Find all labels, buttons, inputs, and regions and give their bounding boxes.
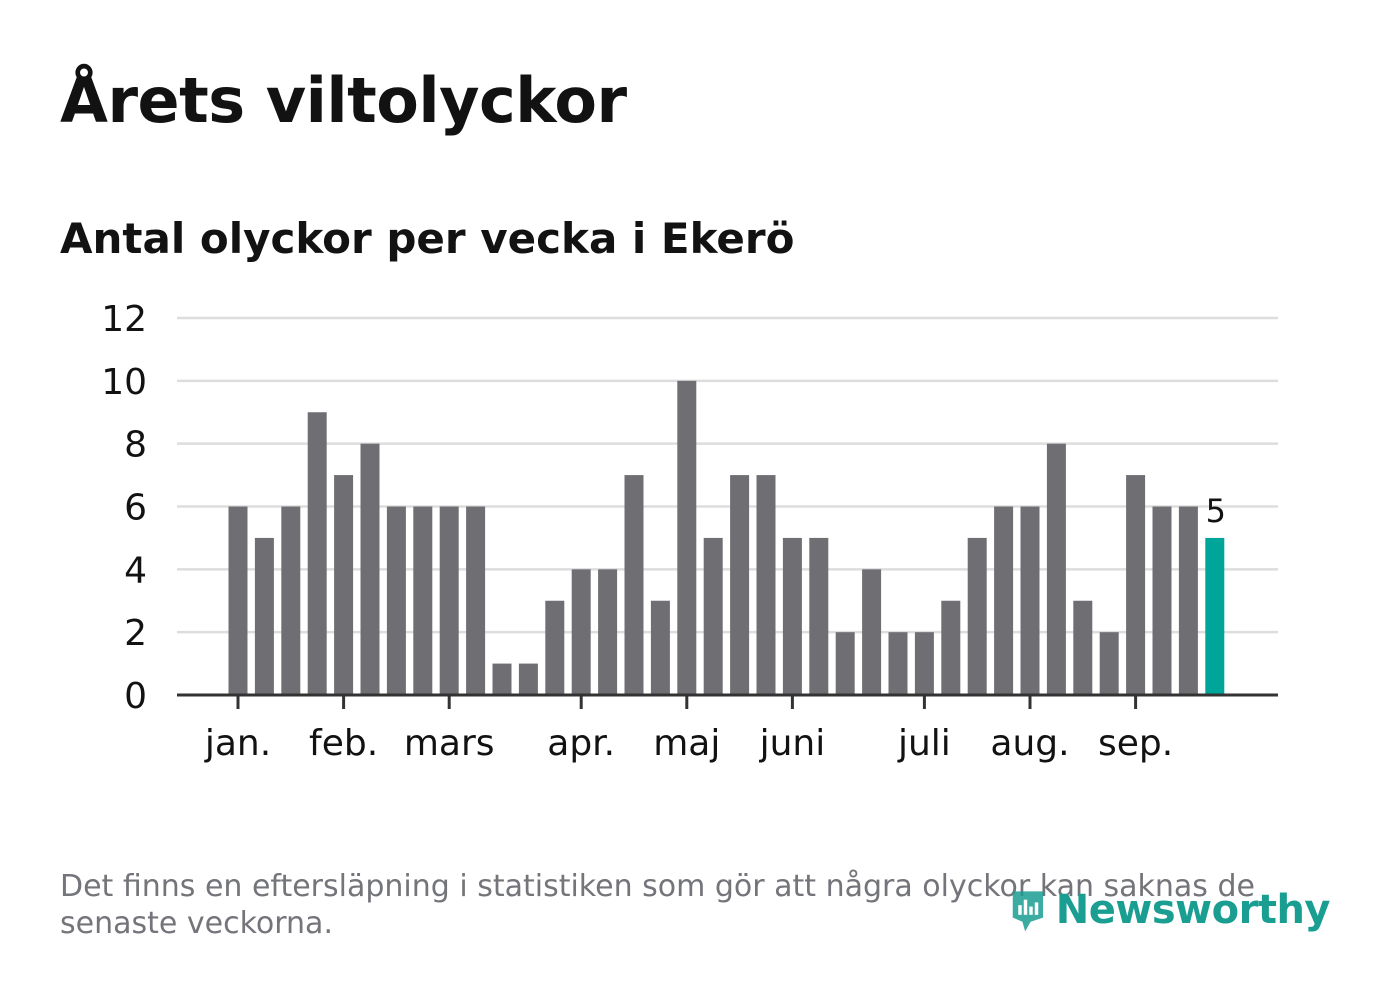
bar <box>624 475 644 695</box>
newsworthy-logo-icon <box>1012 891 1044 932</box>
highlight-value-label: 5 <box>1206 492 1226 530</box>
bar <box>782 537 802 695</box>
y-tick-label: 8 <box>124 425 147 466</box>
bar-chart: 0 2 4 6 8 10 12 jan. feb. mars apr. maj juni juli aug… <box>101 299 1278 764</box>
y-tick-label: 0 <box>124 676 147 717</box>
bar <box>914 632 934 695</box>
bar <box>703 537 723 695</box>
bar <box>413 506 433 695</box>
bar <box>862 569 882 695</box>
x-tick-label: apr. <box>547 723 615 764</box>
bar <box>281 506 301 695</box>
bar <box>809 537 829 695</box>
bar <box>967 537 987 695</box>
bar <box>360 443 380 695</box>
bar <box>518 663 538 695</box>
x-tick-label: maj <box>653 723 720 764</box>
bar <box>254 537 274 695</box>
bar <box>307 412 327 695</box>
bar <box>888 632 908 695</box>
x-axis-ticks: jan. feb. mars apr. maj juni juli aug. sep. <box>204 695 1173 764</box>
x-tick-label: juli <box>897 723 951 764</box>
bar <box>386 506 406 695</box>
bar <box>228 506 248 695</box>
x-tick-label: jan. <box>204 723 271 764</box>
bar <box>1020 506 1040 695</box>
x-tick-label: aug. <box>990 723 1069 764</box>
y-axis-ticks: 0 2 4 6 8 10 12 <box>101 299 147 717</box>
x-tick-label: juni <box>759 723 826 764</box>
bar <box>941 600 961 695</box>
bar <box>334 475 354 695</box>
bar <box>1099 632 1119 695</box>
bar <box>1152 506 1172 695</box>
bar <box>1126 475 1146 695</box>
chart-title: Årets viltolyckor <box>60 64 627 137</box>
y-tick-label: 2 <box>124 613 147 654</box>
bar <box>677 380 697 695</box>
bar <box>492 663 512 695</box>
bar <box>545 600 565 695</box>
bar <box>730 475 750 695</box>
bar <box>1178 506 1198 695</box>
bar <box>756 475 776 695</box>
bar <box>650 600 670 695</box>
y-tick-label: 4 <box>124 550 147 591</box>
y-tick-label: 12 <box>101 299 147 340</box>
bar <box>598 569 618 695</box>
x-tick-label: feb. <box>309 723 378 764</box>
footnote: Det finns en eftersläpning i statistiken… <box>60 869 1255 941</box>
bar <box>1073 600 1093 695</box>
y-tick-label: 10 <box>101 362 147 403</box>
bar-highlight <box>1205 537 1225 695</box>
bar <box>466 506 486 695</box>
y-tick-label: 6 <box>124 488 147 529</box>
x-tick-label: sep. <box>1098 723 1173 764</box>
chart-subtitle: Antal olyckor per vecka i Ekerö <box>60 214 795 263</box>
bar <box>1046 443 1066 695</box>
bar <box>571 569 591 695</box>
bar <box>994 506 1014 695</box>
newsworthy-logo-text: Newsworthy <box>1055 887 1331 933</box>
bar <box>835 632 855 695</box>
newsworthy-logo: Newsworthy <box>1010 872 1331 948</box>
bar <box>439 506 459 695</box>
bars <box>228 380 1225 695</box>
x-tick-label: mars <box>404 723 495 764</box>
